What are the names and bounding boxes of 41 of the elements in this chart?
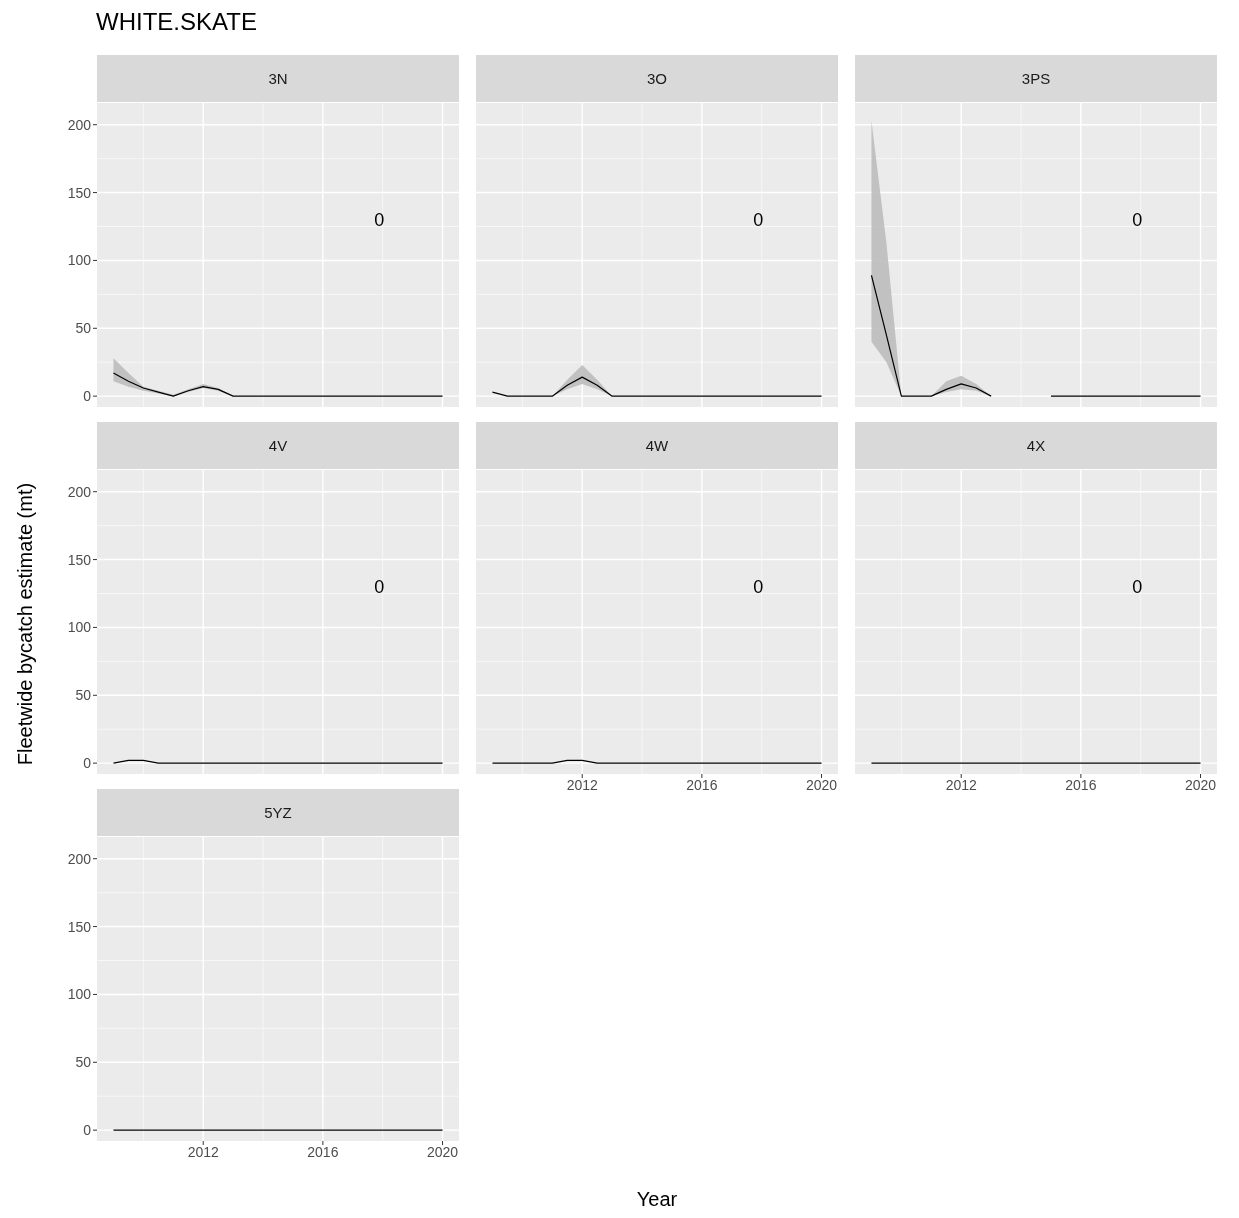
- x-tick-label: 2016: [1065, 776, 1097, 793]
- line-series: [112, 372, 444, 397]
- y-tick-label: 200: [67, 850, 92, 867]
- x-tick-label: 2016: [307, 1143, 339, 1160]
- y-tick-label: 50: [75, 1054, 92, 1071]
- y-tick-label: 50: [75, 687, 92, 704]
- x-tick-label: 2012: [945, 776, 977, 793]
- y-tick-label: 100: [67, 252, 92, 269]
- y-tick-label: 0: [83, 1122, 92, 1139]
- y-tick-label: 200: [67, 116, 92, 133]
- chart-subtitle: 3N: [97, 55, 459, 102]
- y-tick-label: 0: [83, 755, 92, 772]
- annotation: 0: [1132, 576, 1143, 598]
- chart-subtitle: 3PS: [855, 55, 1217, 102]
- x-tick-label: 2012: [566, 776, 598, 793]
- chart-subtitle: 4V: [97, 422, 459, 469]
- chart-subtitle: 3O: [476, 55, 838, 102]
- chart-subtitle: 4W: [476, 422, 838, 469]
- y-tick-label: 200: [67, 483, 92, 500]
- x-tick-label: 2020: [805, 776, 838, 793]
- x-tick-label: 2016: [686, 776, 718, 793]
- y-tick-label: 150: [67, 184, 92, 201]
- chart-title: WHITE.SKATE: [96, 8, 257, 36]
- y-axis-title: Fleetwide bycatch estimate (mt): [13, 482, 37, 766]
- x-axis-title: Year: [636, 1188, 678, 1211]
- chart-subtitle: 4X: [855, 422, 1217, 469]
- y-tick-label: 0: [83, 388, 92, 405]
- y-tick-label: 100: [67, 986, 92, 1003]
- annotation: 0: [753, 576, 764, 598]
- y-tick-label: 50: [75, 320, 92, 337]
- x-tick-label: 2020: [426, 1143, 459, 1160]
- annotation: 0: [1132, 209, 1143, 231]
- y-tick-label: 100: [67, 619, 92, 636]
- annotation: 0: [374, 209, 385, 231]
- y-tick-label: 150: [67, 551, 92, 568]
- x-tick-label: 2012: [187, 1143, 219, 1160]
- annotation: 0: [374, 576, 385, 598]
- x-tick-label: 2020: [1184, 776, 1217, 793]
- chart-subtitle: 5YZ: [97, 789, 459, 836]
- annotation: 0: [753, 209, 764, 231]
- y-tick-label: 150: [67, 918, 92, 935]
